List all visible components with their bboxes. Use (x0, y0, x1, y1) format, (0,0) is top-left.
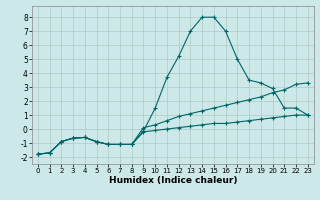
X-axis label: Humidex (Indice chaleur): Humidex (Indice chaleur) (108, 176, 237, 185)
